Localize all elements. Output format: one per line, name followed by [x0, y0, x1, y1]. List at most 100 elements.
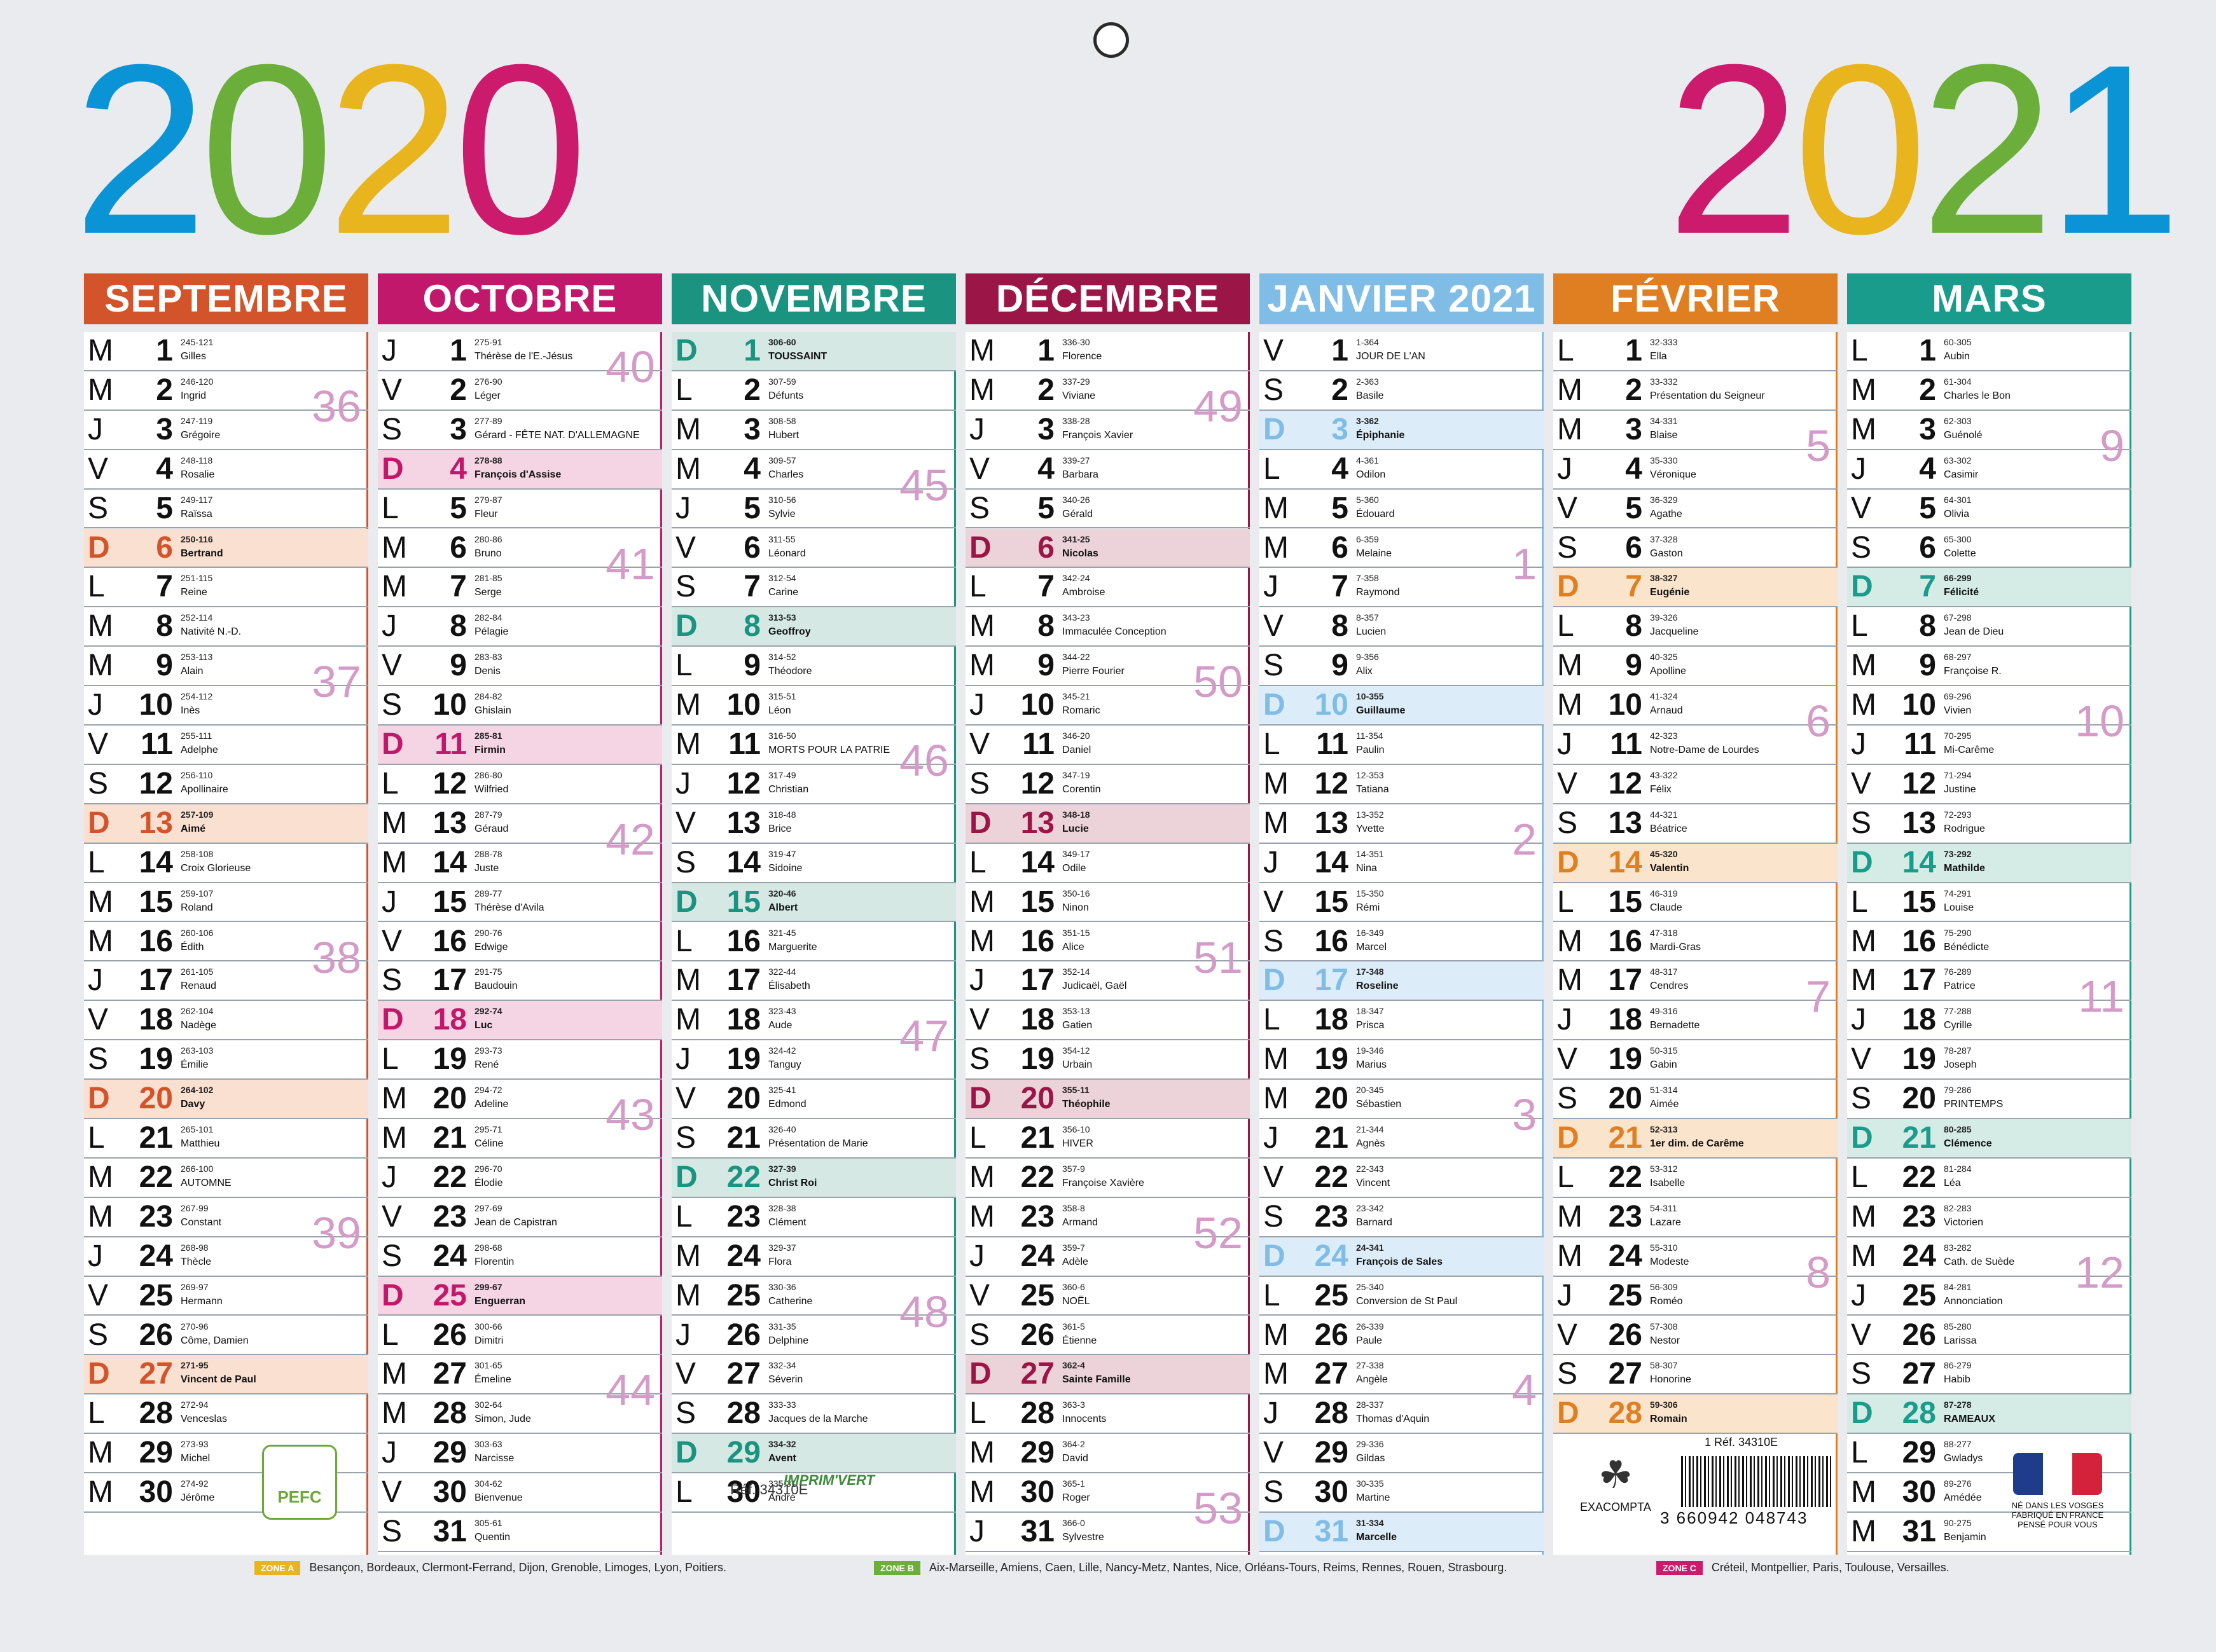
saint-name: Simon, Jude	[474, 1414, 531, 1425]
day-number: 12	[1020, 766, 1055, 801]
day-count: 52-313	[1650, 1124, 1678, 1134]
day-row: M 2 246-120 Ingrid	[84, 371, 368, 411]
day-letter: D	[88, 806, 110, 840]
day-row: M 10 69-296 Vivien	[1847, 686, 2131, 726]
week-number: 2	[1512, 814, 1537, 864]
day-letter: M	[1851, 924, 1876, 958]
day-row: J 24 268-98 Thècle	[84, 1237, 368, 1277]
day-row: M 10 315-51 Léon	[672, 686, 956, 726]
day-letter: D	[1263, 412, 1285, 446]
day-number: 6	[156, 530, 173, 565]
day-count: 337-29	[1062, 376, 1090, 387]
day-number: 17	[139, 963, 173, 998]
saint-name: Rosalie	[181, 469, 215, 480]
day-row: M 20 20-345 Sébastien	[1259, 1080, 1544, 1119]
week-number: 1	[1512, 539, 1537, 589]
day-row: V 4 248-118 Rosalie	[84, 450, 368, 490]
day-count: 351-15	[1062, 927, 1090, 938]
day-count: 316-50	[768, 731, 796, 741]
day-row: L 7 342-24 Ambroise	[966, 568, 1250, 608]
saint-name: Patrice	[1944, 981, 1976, 992]
day-row: M 20 294-72 Adeline	[378, 1080, 662, 1119]
day-number: 27	[1902, 1357, 1936, 1391]
day-count: 357-9	[1062, 1163, 1085, 1174]
day-row: S 16 16-349 Marcel	[1259, 923, 1544, 962]
saint-name: Élodie	[474, 1177, 503, 1188]
day-letter: J	[969, 963, 985, 998]
day-count: 59-306	[1650, 1400, 1678, 1410]
saint-name: Casimir	[1944, 469, 1979, 480]
day-count: 41-324	[1650, 691, 1678, 702]
zone-a-badge: ZONE A	[254, 1561, 301, 1575]
saint-name: Hubert	[768, 429, 800, 441]
week-number: 46	[899, 736, 949, 785]
saint-name: JOUR DE L'AN	[1356, 351, 1425, 362]
day-count: 272-94	[181, 1400, 209, 1410]
day-count: 346-20	[1062, 731, 1090, 741]
day-letter: L	[382, 1318, 399, 1352]
day-row: S 2 2-363 Basile	[1259, 371, 1544, 411]
day-number: 6	[1037, 530, 1055, 565]
day-row: M 14 288-78 Juste	[378, 844, 662, 883]
day-number: 25	[1020, 1278, 1055, 1312]
saint-name: François Xavier	[1062, 429, 1133, 441]
saint-name: Bienvenue	[474, 1492, 523, 1504]
day-number: 14	[726, 845, 761, 879]
day-row: D 15 320-46 Albert	[672, 883, 956, 923]
day-letter: D	[1557, 1121, 1579, 1155]
day-row: V 5 36-329 Agathe	[1553, 490, 1838, 529]
day-count: 53-312	[1650, 1163, 1678, 1174]
saint-name: Aude	[768, 1020, 793, 1031]
day-number: 1	[156, 334, 173, 368]
day-number: 28	[139, 1396, 173, 1431]
saint-name: Nestor	[1650, 1335, 1680, 1346]
day-letter: J	[969, 412, 985, 446]
day-letter: S	[969, 491, 990, 525]
day-row: V 30 304-62 Bienvenue	[378, 1473, 662, 1513]
day-number: 13	[1020, 806, 1055, 840]
day-number: 23	[433, 1199, 467, 1234]
day-row: L 16 321-45 Marguerite	[672, 923, 956, 962]
day-row: V 26 85-280 Larissa	[1847, 1316, 2131, 1356]
day-letter: S	[675, 1396, 696, 1431]
day-number: 29	[1020, 1436, 1055, 1470]
day-number: 23	[1020, 1199, 1055, 1234]
day-number: 2	[1625, 373, 1642, 407]
day-count: 5-360	[1356, 494, 1379, 505]
day-number: 5	[1037, 491, 1055, 525]
saint-name: Tatiana	[1356, 783, 1389, 795]
day-letter: J	[382, 609, 397, 644]
week-number: 42	[606, 814, 655, 864]
day-count: 306-60	[768, 337, 796, 347]
day-count: 248-118	[181, 455, 213, 465]
saint-name: Côme, Damien	[181, 1335, 249, 1346]
day-count: 37-328	[1650, 533, 1678, 544]
day-letter: M	[675, 688, 701, 722]
day-count: 74-291	[1944, 888, 1972, 898]
day-letter: J	[969, 688, 985, 722]
day-letter: D	[1263, 963, 1285, 998]
saint-name: Sylvie	[768, 508, 796, 520]
day-number: 6	[450, 530, 467, 565]
day-row: L 23 328-38 Clément	[672, 1198, 956, 1237]
day-row: J 17 352-14 Judicaël, Gaël	[966, 961, 1250, 1002]
saint-name: Adèle	[1062, 1256, 1088, 1267]
saint-name: Aimé	[181, 823, 206, 834]
day-count: 323-43	[768, 1006, 796, 1017]
week-number: 4	[1512, 1365, 1537, 1415]
day-count: 338-28	[1062, 415, 1090, 426]
day-count: 83-282	[1944, 1242, 1972, 1253]
day-count: 345-21	[1062, 691, 1090, 702]
saint-name: Honorine	[1650, 1374, 1691, 1386]
day-letter: S	[1557, 1082, 1578, 1116]
week-number: 8	[1806, 1247, 1831, 1297]
day-letter: D	[382, 451, 404, 486]
saint-name: Florentin	[474, 1256, 515, 1267]
day-letter: M	[1263, 491, 1289, 525]
day-count: 255-111	[181, 731, 212, 741]
day-letter: M	[88, 649, 113, 683]
day-row: V 20 325-41 Edmond	[672, 1080, 956, 1119]
day-row: M 8 252-114 Nativité N.-D.	[84, 607, 368, 647]
day-row: D 11 285-81 Firmin	[378, 726, 662, 765]
day-row: J 11 42-323 Notre-Dame de Lourdes	[1553, 726, 1838, 765]
